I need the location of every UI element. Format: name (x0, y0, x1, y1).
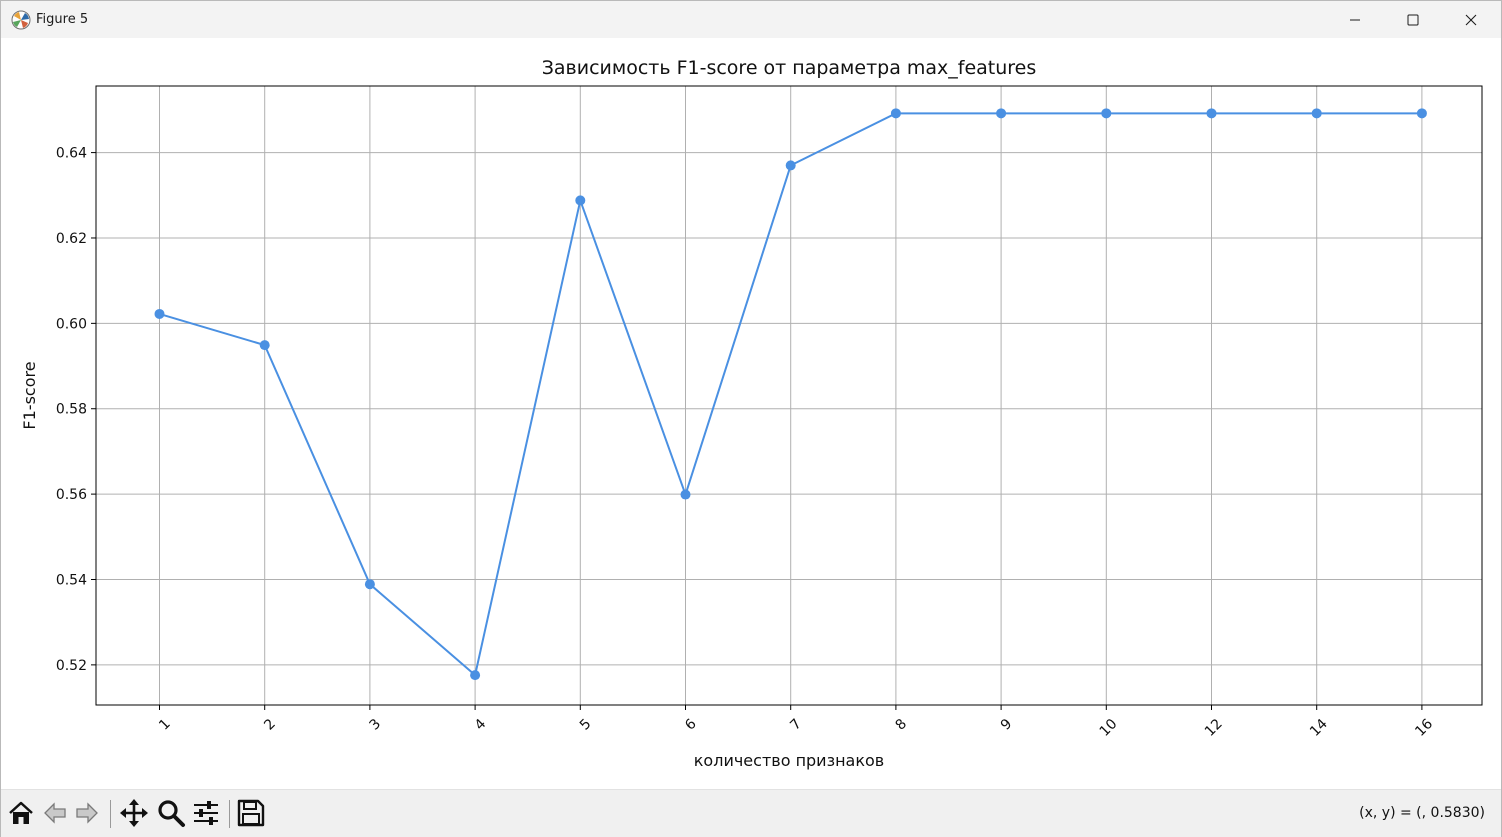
y-tick-label: 0.62 (56, 231, 87, 247)
home-icon (9, 801, 33, 824)
x-tick-label: 3 (367, 716, 385, 734)
x-tick-label: 16 (1412, 716, 1436, 740)
x-tick-label: 7 (787, 716, 805, 734)
data-point (1206, 108, 1217, 119)
magnifier-icon (158, 800, 185, 827)
figure-canvas[interactable]: 0.52 0.54 0.56 0.58 0.60 0.62 0.64 1 2 3 4 5 6 7 8 9 10 1… (1, 38, 1501, 789)
matplotlib-icon (11, 10, 31, 30)
maximize-icon (1407, 14, 1419, 25)
floppy-disk-icon (237, 799, 265, 827)
title-bar[interactable]: Figure 5 (1, 1, 1501, 38)
home-button[interactable] (4, 796, 38, 830)
minimize-icon (1350, 19, 1360, 20)
navigation-toolbar: (x, y) = (, 0.5830) (1, 789, 1501, 837)
data-point (259, 340, 270, 351)
data-point (364, 579, 375, 590)
y-tick-label: 0.54 (56, 572, 87, 588)
chart-title: Зависимость F1-score от параметра max_fe… (542, 57, 1037, 79)
data-point (154, 308, 165, 319)
y-tick-label: 0.64 (56, 146, 87, 162)
window-title: Figure 5 (36, 12, 89, 27)
data-point (785, 160, 796, 171)
x-tick-label: 1 (156, 716, 174, 734)
x-tick-label: 9 (998, 716, 1016, 734)
y-tick-label: 0.52 (56, 658, 87, 674)
forward-button[interactable] (70, 796, 104, 830)
arrow-left-icon (44, 802, 66, 824)
x-tick-label: 8 (893, 716, 911, 734)
minimize-button[interactable] (1326, 1, 1384, 38)
close-icon (1465, 14, 1477, 25)
sliders-icon (194, 801, 218, 825)
y-tick-label: 0.56 (56, 487, 87, 503)
data-point (1311, 108, 1322, 119)
pan-button[interactable] (117, 796, 151, 830)
y-tick-label: 0.60 (56, 316, 87, 332)
x-tick-label: 4 (472, 716, 490, 734)
x-axis-label: количество признаков (694, 751, 884, 770)
zoom-button[interactable] (154, 796, 188, 830)
plot-background (96, 86, 1482, 705)
close-button[interactable] (1442, 1, 1500, 38)
axes-frame (95, 85, 1483, 706)
toolbar-divider (229, 800, 230, 828)
x-tick-label: 6 (682, 716, 700, 734)
y-tick-label: 0.58 (56, 402, 87, 418)
data-point (890, 108, 901, 119)
x-tick-label: 10 (1097, 716, 1121, 740)
toolbar-divider (110, 800, 111, 828)
data-point (680, 489, 691, 500)
save-button[interactable] (234, 796, 268, 830)
x-tick-label: 2 (261, 716, 279, 734)
data-point (1416, 108, 1427, 119)
back-button[interactable] (38, 796, 72, 830)
cursor-coordinates: (x, y) = (, 0.5830) (1359, 805, 1485, 821)
data-point (1101, 108, 1112, 119)
arrow-right-icon (76, 802, 98, 824)
x-tick-label: 5 (577, 716, 595, 734)
move-icon (120, 799, 148, 827)
line-chart[interactable]: 0.520.540.560.580.600.620.641 2 3 4 5 6 7 8 9 10 1… (1, 38, 1501, 789)
x-tick-label: 14 (1307, 716, 1331, 740)
data-point (575, 195, 586, 206)
x-tick-label: 12 (1202, 716, 1226, 740)
data-point (470, 670, 481, 681)
y-axis-label: F1-score (20, 361, 39, 429)
data-point (996, 108, 1007, 119)
configure-subplots-button[interactable] (189, 796, 223, 830)
maximize-button[interactable] (1384, 1, 1442, 38)
